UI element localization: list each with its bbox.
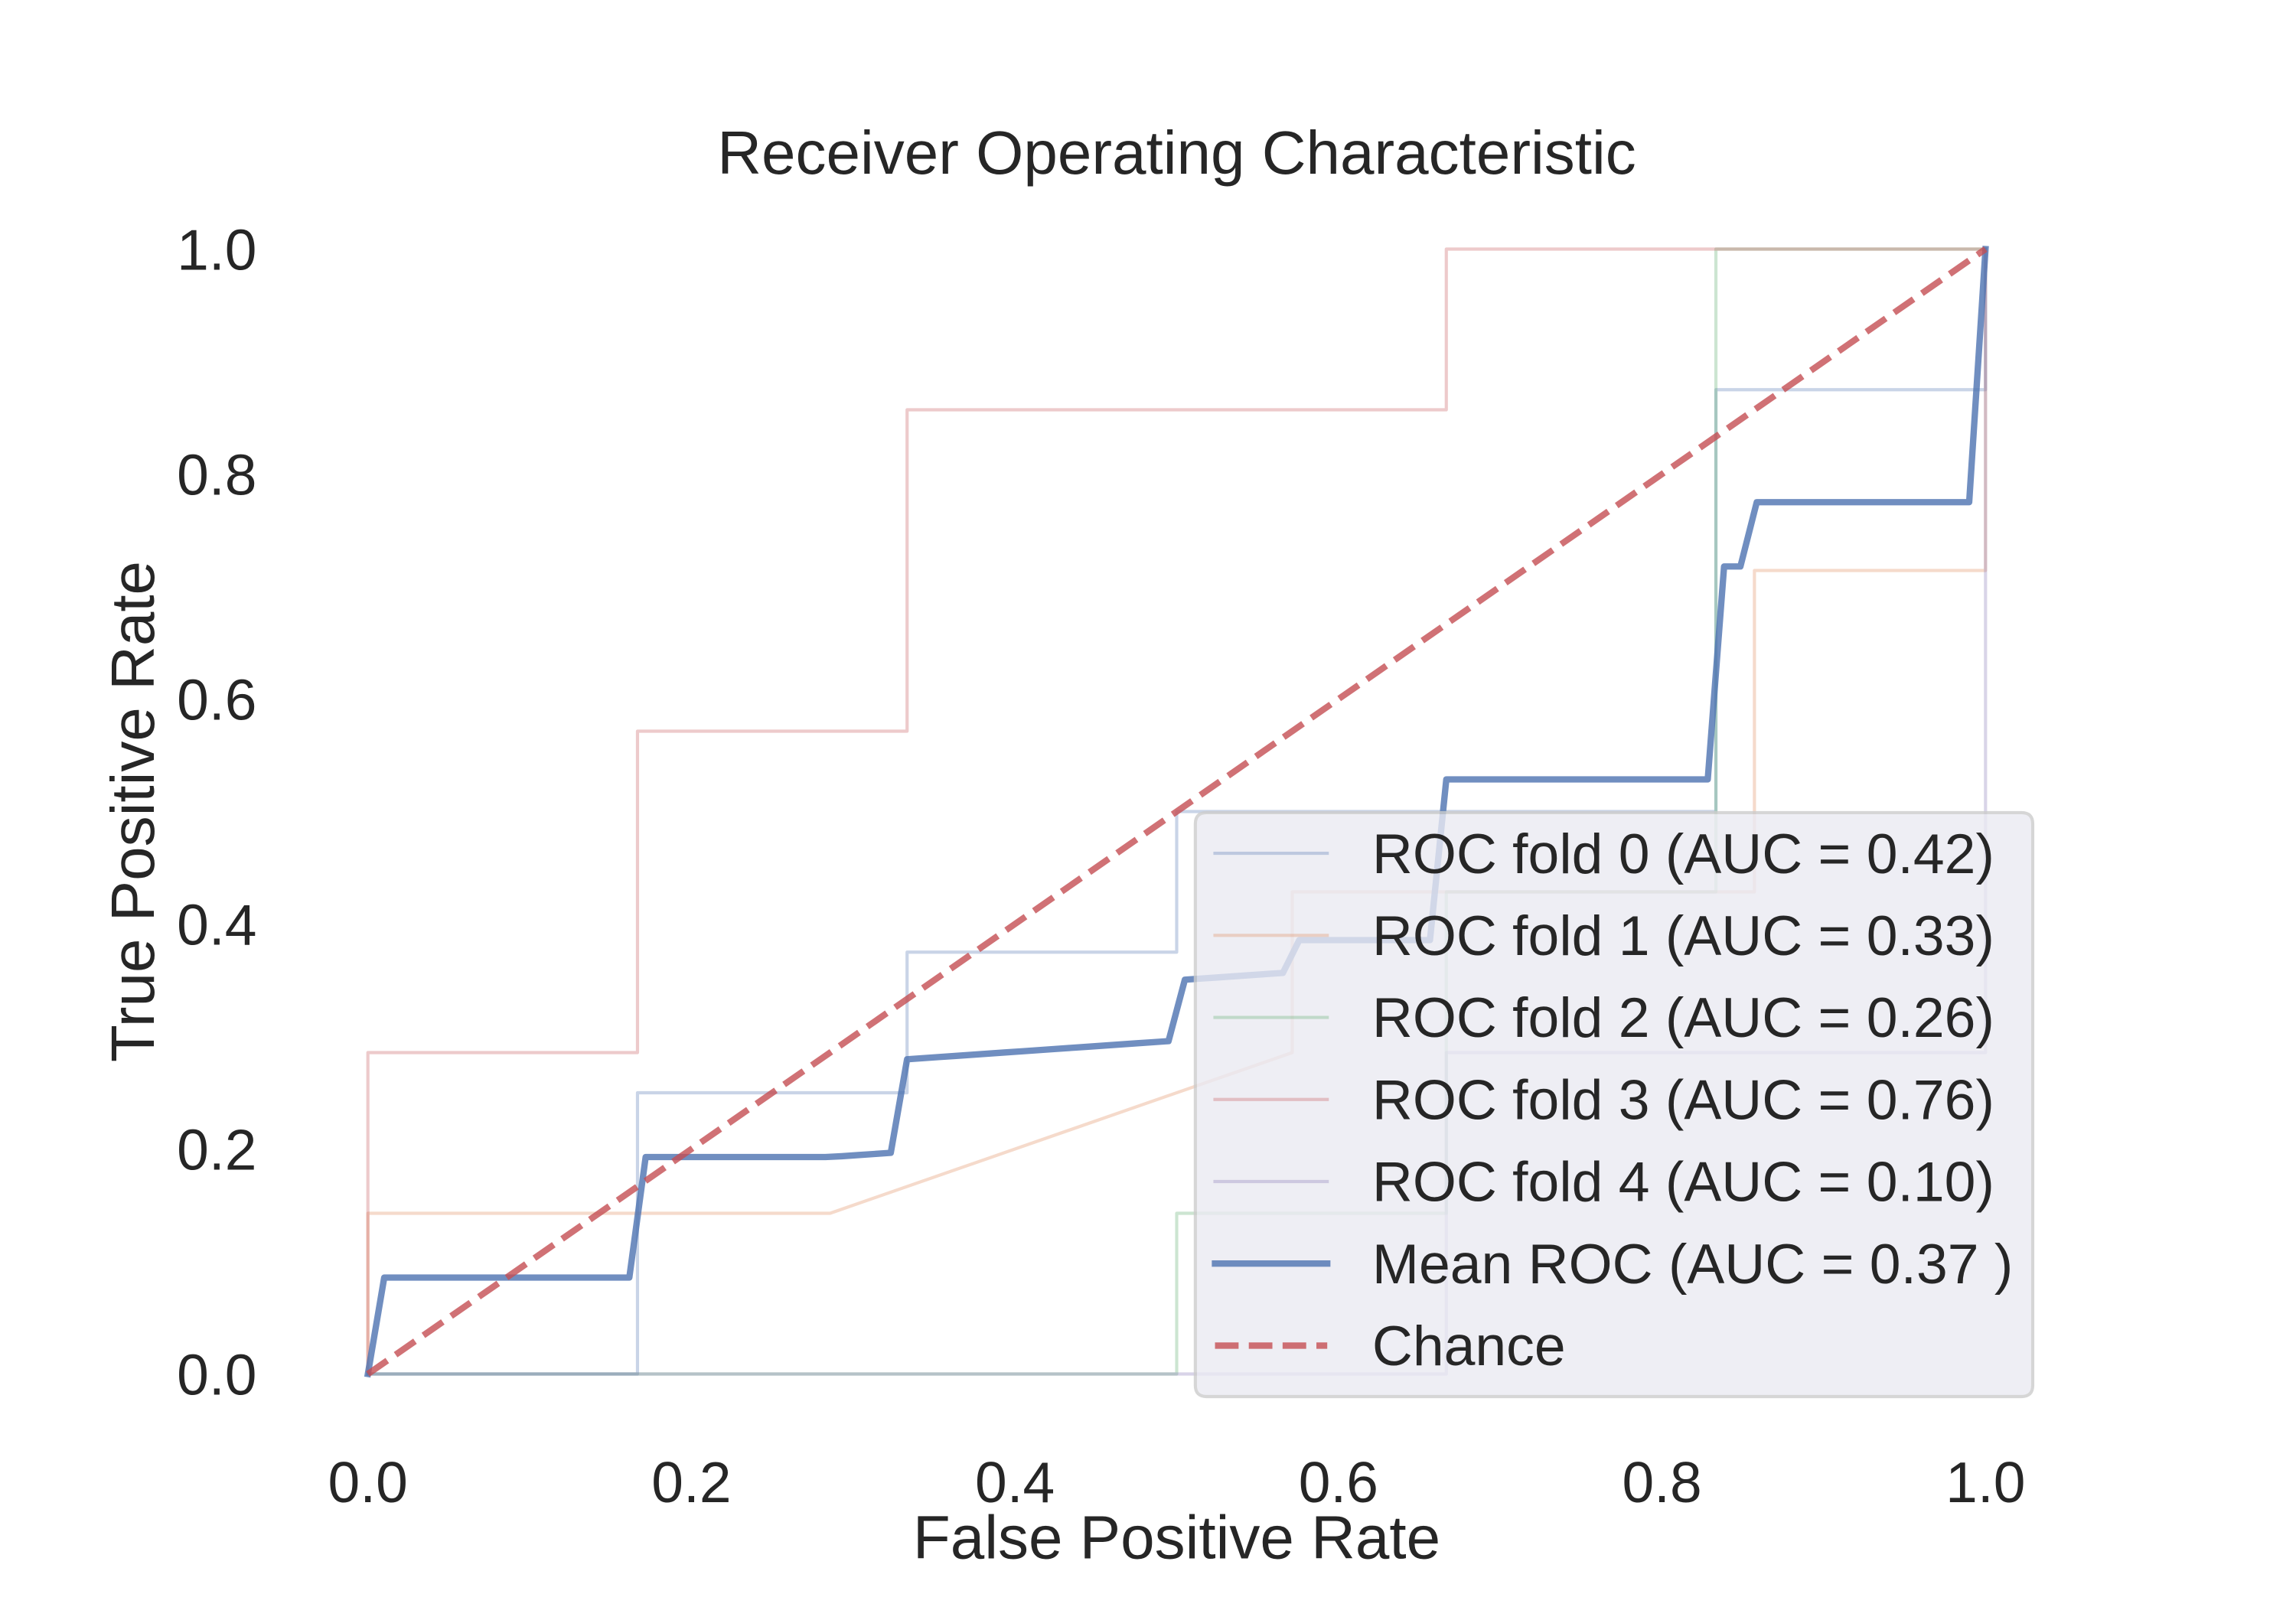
svg-text:0.4: 0.4 (177, 893, 256, 957)
svg-text:ROC fold 4 (AUC = 0.10): ROC fold 4 (AUC = 0.10) (1372, 1151, 1994, 1214)
svg-text:0.0: 0.0 (177, 1343, 256, 1407)
svg-text:0.0: 0.0 (328, 1450, 408, 1514)
svg-text:Chance: Chance (1372, 1315, 1566, 1377)
svg-text:Receiver Operating Characteris: Receiver Operating Characteristic (717, 119, 1636, 187)
svg-text:0.2: 0.2 (651, 1450, 731, 1514)
svg-text:0.8: 0.8 (1622, 1450, 1701, 1514)
svg-text:0.8: 0.8 (177, 443, 256, 507)
svg-text:ROC fold 2 (AUC = 0.26): ROC fold 2 (AUC = 0.26) (1372, 986, 1994, 1049)
svg-text:Mean ROC (AUC = 0.37 ): Mean ROC (AUC = 0.37 ) (1372, 1233, 2013, 1296)
svg-text:0.6: 0.6 (177, 668, 256, 732)
svg-text:1.0: 1.0 (177, 218, 256, 282)
svg-text:False Positive Rate: False Positive Rate (913, 1503, 1440, 1571)
svg-text:0.4: 0.4 (975, 1450, 1055, 1514)
svg-text:1.0: 1.0 (1945, 1450, 2025, 1514)
svg-text:ROC fold 1 (AUC = 0.33): ROC fold 1 (AUC = 0.33) (1372, 905, 1994, 967)
svg-text:0.6: 0.6 (1299, 1450, 1378, 1514)
svg-text:ROC fold 0 (AUC = 0.42): ROC fold 0 (AUC = 0.42) (1372, 823, 1994, 885)
svg-text:True Positive Rate: True Positive Rate (99, 561, 167, 1062)
svg-text:ROC fold 3 (AUC = 0.76): ROC fold 3 (AUC = 0.76) (1372, 1068, 1994, 1131)
svg-text:0.2: 0.2 (177, 1118, 256, 1182)
